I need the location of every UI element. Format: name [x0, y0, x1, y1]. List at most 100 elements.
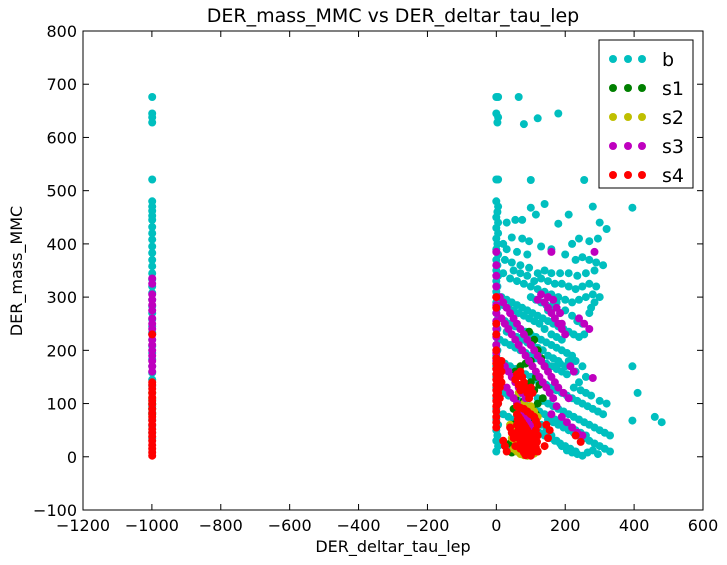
plot-frame: [82, 30, 704, 511]
point-b: [540, 325, 549, 333]
x-axis-title: DER_deltar_tau_lep: [315, 537, 470, 557]
legend-marker-b: [638, 55, 646, 63]
point-b: [525, 237, 534, 246]
y-tick-label: 400: [46, 235, 77, 254]
axis-ticks: −1200 −1000 −800 −600 −400 −200 0 200 400 600−100…: [33, 22, 718, 535]
point-b: [633, 388, 642, 397]
x-tick-label: 0: [491, 516, 501, 535]
point-b: [593, 450, 602, 459]
y-tick-label: 200: [46, 341, 77, 360]
point-b: [148, 255, 157, 264]
point-s4: [497, 357, 506, 365]
point-b: [628, 203, 637, 212]
point-s3: [559, 388, 568, 397]
x-tick-label: −1000: [125, 516, 179, 535]
point-s4: [525, 394, 534, 403]
point-b: [556, 269, 565, 278]
legend-label-s4: s4: [662, 165, 684, 187]
y-tick-label: 700: [46, 75, 77, 94]
point-b: [581, 293, 590, 302]
point-b: [581, 269, 590, 278]
y-axis-title: DER_mass_MMC: [7, 206, 27, 336]
point-b: [148, 262, 157, 271]
point-b: [592, 258, 601, 267]
legend-marker-b: [609, 55, 617, 63]
point-s3: [562, 418, 571, 427]
point-b: [628, 362, 637, 371]
point-b: [509, 266, 518, 275]
point-b: [569, 383, 578, 392]
point-s3: [575, 314, 583, 323]
legend-marker-s3: [638, 142, 646, 150]
point-s1: [538, 394, 547, 403]
legend-marker-s4: [624, 171, 632, 179]
point-s4: [502, 447, 511, 456]
point-s4: [495, 394, 504, 403]
x-tick-label: −800: [199, 516, 243, 535]
point-b: [573, 271, 582, 280]
point-b: [526, 176, 535, 184]
point-b: [533, 114, 542, 123]
point-s4: [511, 442, 520, 451]
point-b: [148, 229, 157, 238]
point-b: [502, 245, 511, 254]
point-b: [575, 234, 583, 243]
point-b: [148, 118, 157, 127]
legend-marker-s2: [638, 113, 646, 121]
point-b: [537, 242, 546, 251]
point-b: [525, 263, 534, 272]
point-b: [606, 447, 614, 456]
chart-title: DER_mass_MMC vs DER_deltar_tau_lep: [207, 5, 580, 27]
point-b: [500, 255, 509, 264]
point-b: [531, 210, 540, 219]
point-b: [499, 269, 508, 278]
legend-marker-s4: [638, 171, 646, 179]
x-tick-label: 400: [619, 516, 650, 535]
point-b: [556, 359, 565, 368]
point-b: [493, 118, 502, 127]
point-b: [564, 210, 573, 219]
point-b: [650, 412, 659, 421]
point-s4: [497, 367, 506, 376]
point-s4: [492, 330, 501, 339]
point-b: [571, 357, 580, 365]
data-points: [148, 93, 666, 460]
point-b: [571, 255, 580, 264]
y-tick-label: 0: [67, 448, 77, 467]
point-s3: [492, 271, 501, 280]
point-s4: [492, 423, 501, 432]
legend-label-b: b: [662, 49, 674, 71]
point-s4: [492, 319, 501, 328]
point-s3: [547, 247, 556, 256]
x-tick-label: −400: [337, 516, 381, 535]
point-b: [547, 269, 556, 278]
point-s3: [492, 261, 501, 270]
point-b: [580, 176, 589, 184]
y-tick-label: 600: [46, 128, 77, 147]
point-b: [507, 258, 516, 267]
point-b: [506, 274, 515, 283]
point-b: [523, 250, 532, 259]
point-b: [595, 293, 604, 302]
point-b: [590, 298, 599, 307]
point-s3: [148, 279, 157, 288]
point-b: [595, 396, 604, 405]
point-b: [595, 218, 604, 227]
point-s4: [571, 431, 580, 440]
point-b: [519, 279, 528, 288]
point-b: [568, 239, 577, 248]
legend-marker-s3: [624, 142, 632, 150]
point-b: [148, 215, 157, 224]
x-tick-label: −200: [405, 516, 449, 535]
point-b: [602, 399, 611, 408]
y-tick-label: 100: [46, 395, 77, 414]
point-s3: [552, 402, 561, 411]
legend-marker-s1: [624, 84, 632, 92]
point-s4: [492, 293, 501, 302]
point-b: [568, 298, 577, 307]
point-b: [530, 277, 539, 286]
point-b: [578, 282, 587, 291]
legend-marker-s2: [624, 113, 632, 121]
point-b: [657, 418, 666, 427]
point-s4: [148, 330, 157, 339]
